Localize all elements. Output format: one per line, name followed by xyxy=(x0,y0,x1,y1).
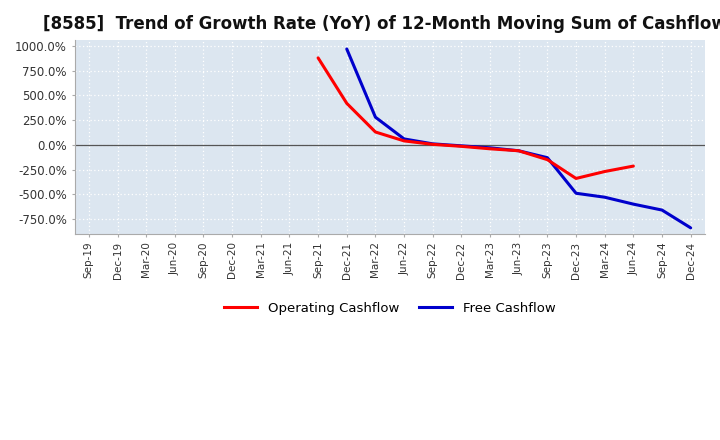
Title: [8585]  Trend of Growth Rate (YoY) of 12-Month Moving Sum of Cashflows: [8585] Trend of Growth Rate (YoY) of 12-… xyxy=(43,15,720,33)
Legend: Operating Cashflow, Free Cashflow: Operating Cashflow, Free Cashflow xyxy=(219,297,561,320)
